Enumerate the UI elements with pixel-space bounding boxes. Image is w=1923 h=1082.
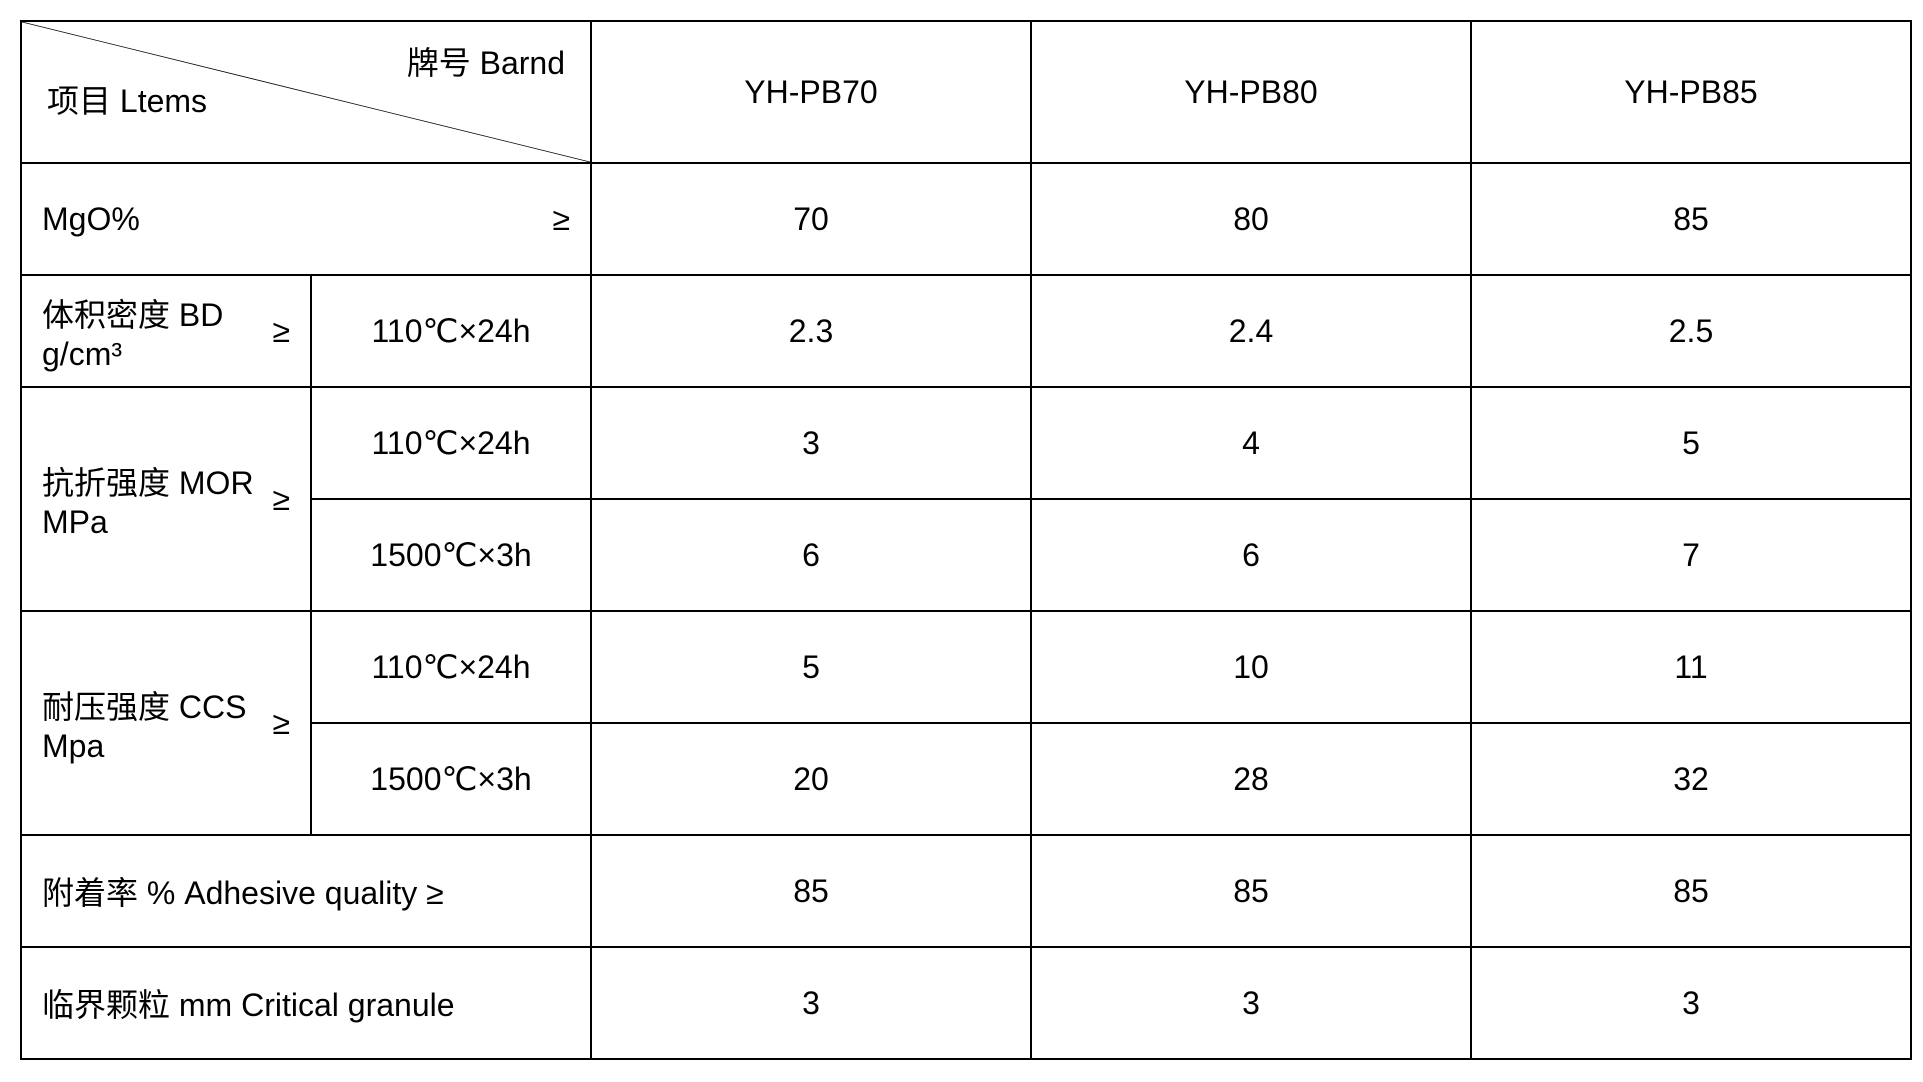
ccs-label-cell: 耐压强度 CCS Mpa ≥ — [21, 611, 311, 835]
mgo-val-2: 85 — [1471, 163, 1911, 275]
header-diagonal-cell: 项目 Ltems 牌号 Barnd — [21, 21, 591, 163]
ccs-sym: ≥ — [272, 705, 290, 742]
mor-cond1: 110℃×24h — [311, 387, 591, 499]
bd-val-1: 2.4 — [1031, 275, 1471, 387]
bd-label: 体积密度 BD g/cm³ — [42, 290, 272, 373]
mgo-sym: ≥ — [552, 201, 570, 238]
bd-val-0: 2.3 — [591, 275, 1031, 387]
gran-val-0: 3 — [591, 947, 1031, 1059]
gran-val-2: 3 — [1471, 947, 1911, 1059]
adh-val-2: 85 — [1471, 835, 1911, 947]
mgo-label: MgO% — [42, 201, 140, 238]
mgo-val-1: 80 — [1031, 163, 1471, 275]
bd-cond: 110℃×24h — [311, 275, 591, 387]
items-label: 项目 Ltems — [47, 76, 207, 122]
ccs-label: 耐压强度 CCS Mpa — [42, 682, 272, 765]
bd-sym: ≥ — [272, 313, 290, 350]
row-mgo: MgO% ≥ 70 80 85 — [21, 163, 1911, 275]
granule-label: 临界颗粒 mm Critical granule — [21, 947, 591, 1059]
ccs-cond2: 1500℃×3h — [311, 723, 591, 835]
mor-val1-1: 4 — [1031, 387, 1471, 499]
row-adhesive: 附着率 % Adhesive quality ≥ 85 85 85 — [21, 835, 1911, 947]
mor-val2-0: 6 — [591, 499, 1031, 611]
brand-col-0: YH-PB70 — [591, 21, 1031, 163]
table-header-row: 项目 Ltems 牌号 Barnd YH-PB70 YH-PB80 YH-PB8… — [21, 21, 1911, 163]
mor-label: 抗折强度 MOR MPa — [42, 458, 272, 541]
mor-val2-2: 7 — [1471, 499, 1911, 611]
mor-val2-1: 6 — [1031, 499, 1471, 611]
brand-col-1: YH-PB80 — [1031, 21, 1471, 163]
spec-table: 项目 Ltems 牌号 Barnd YH-PB70 YH-PB80 YH-PB8… — [20, 20, 1912, 1060]
row-bd: 体积密度 BD g/cm³ ≥ 110℃×24h 2.3 2.4 2.5 — [21, 275, 1911, 387]
mor-label-cell: 抗折强度 MOR MPa ≥ — [21, 387, 311, 611]
brand-col-2: YH-PB85 — [1471, 21, 1911, 163]
adh-val-0: 85 — [591, 835, 1031, 947]
mor-sym: ≥ — [272, 481, 290, 518]
adhesive-label: 附着率 % Adhesive quality ≥ — [21, 835, 591, 947]
gran-val-1: 3 — [1031, 947, 1471, 1059]
ccs-val1-2: 11 — [1471, 611, 1911, 723]
mor-val1-0: 3 — [591, 387, 1031, 499]
mgo-label-cell: MgO% ≥ — [21, 163, 591, 275]
ccs-val2-0: 20 — [591, 723, 1031, 835]
ccs-val2-2: 32 — [1471, 723, 1911, 835]
bd-val-2: 2.5 — [1471, 275, 1911, 387]
ccs-val2-1: 28 — [1031, 723, 1471, 835]
bd-label-cell: 体积密度 BD g/cm³ ≥ — [21, 275, 311, 387]
mor-val1-2: 5 — [1471, 387, 1911, 499]
adh-val-1: 85 — [1031, 835, 1471, 947]
row-granule: 临界颗粒 mm Critical granule 3 3 3 — [21, 947, 1911, 1059]
ccs-val1-1: 10 — [1031, 611, 1471, 723]
mor-cond2: 1500℃×3h — [311, 499, 591, 611]
row-ccs-1: 耐压强度 CCS Mpa ≥ 110℃×24h 5 10 11 — [21, 611, 1911, 723]
brand-label: 牌号 Barnd — [407, 38, 565, 84]
ccs-val1-0: 5 — [591, 611, 1031, 723]
row-mor-1: 抗折强度 MOR MPa ≥ 110℃×24h 3 4 5 — [21, 387, 1911, 499]
ccs-cond1: 110℃×24h — [311, 611, 591, 723]
mgo-val-0: 70 — [591, 163, 1031, 275]
